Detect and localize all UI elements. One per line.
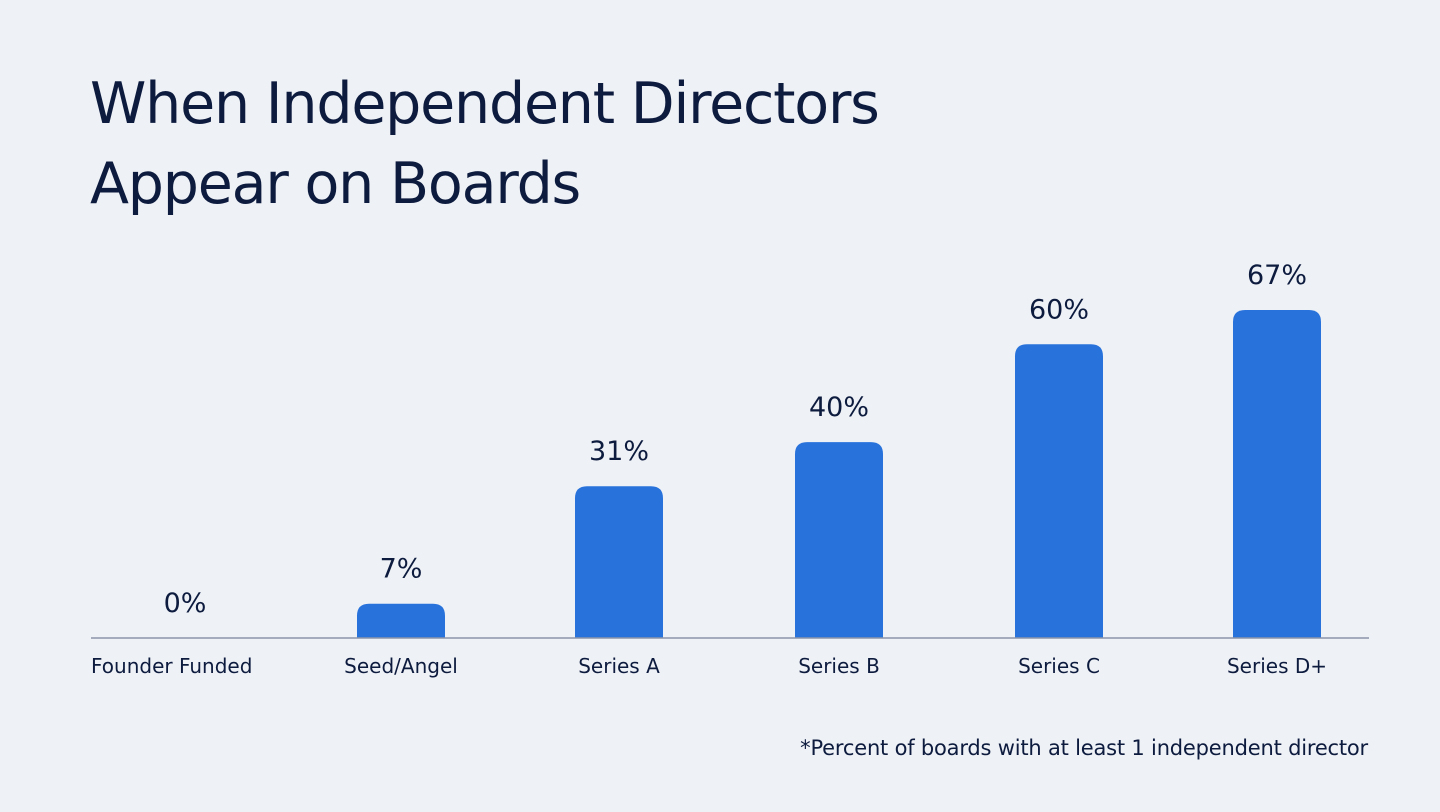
value-label-series-d: 67%	[1247, 260, 1307, 291]
tick-label-series-b: Series B	[798, 654, 880, 678]
value-label-series-b: 40%	[809, 392, 869, 423]
footnote: *Percent of boards with at least 1 indep…	[800, 736, 1368, 760]
value-label-series-a: 31%	[589, 436, 649, 467]
tick-label-seed-angel: Seed/Angel	[344, 654, 458, 678]
bar-series-a	[575, 486, 663, 638]
tick-label-series-c: Series C	[1018, 654, 1100, 678]
value-label-series-c: 60%	[1029, 294, 1089, 325]
value-label-founder-funded: 0%	[164, 588, 207, 619]
chart-title: When Independent Directors Appear on Boa…	[90, 64, 880, 224]
bar-series-d	[1233, 310, 1321, 638]
value-labels-layer: 0% 7% 31% 40% 60% 67%	[164, 260, 1307, 619]
bar-series-b	[795, 442, 883, 638]
tick-labels-layer: Founder Funded Seed/Angel Series A Series B…	[91, 654, 1327, 678]
tick-label-founder-funded: Founder Funded	[91, 654, 252, 678]
bars-layer	[357, 310, 1321, 638]
tick-label-series-d: Series D+	[1227, 654, 1327, 678]
chart-title-line-2: Appear on Boards	[90, 151, 581, 217]
chart-title-line-1: When Independent Directors	[90, 71, 880, 137]
bar-series-c	[1015, 344, 1103, 638]
tick-label-series-a: Series A	[578, 654, 660, 678]
bar-seed-angel	[357, 603, 445, 638]
value-label-seed-angel: 7%	[380, 554, 423, 585]
